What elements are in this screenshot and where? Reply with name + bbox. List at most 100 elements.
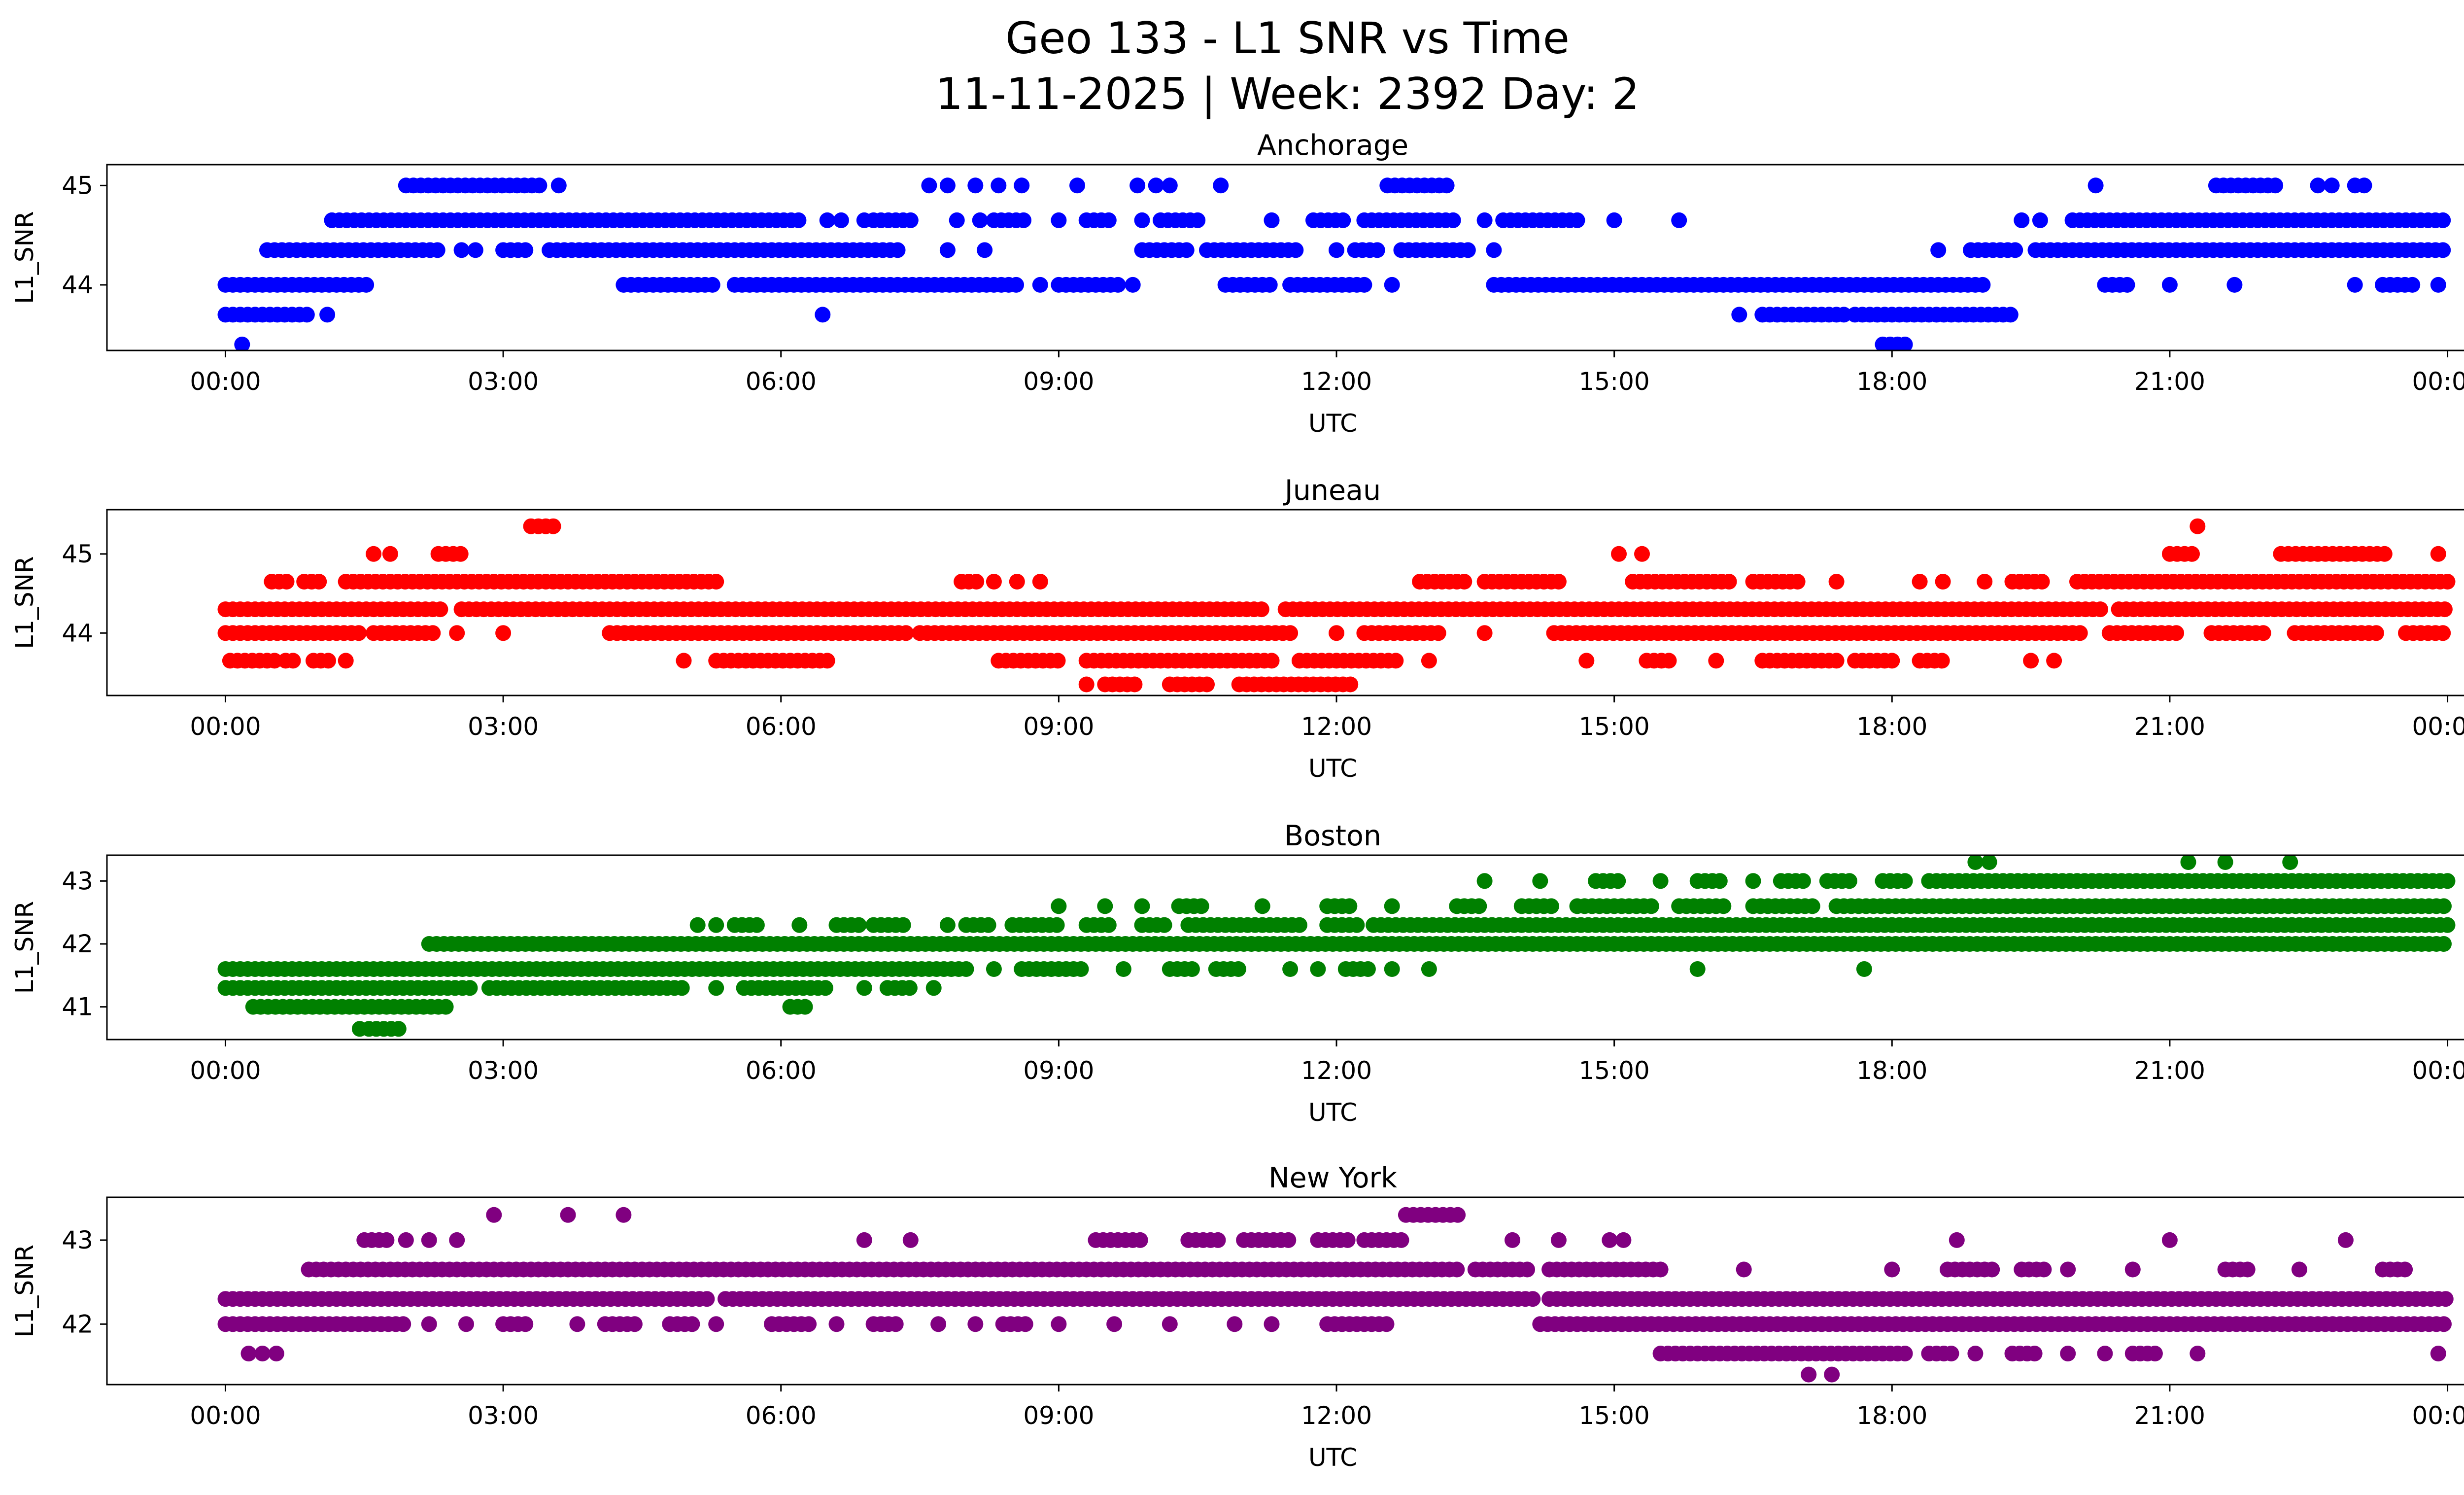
y-axis-label-anchorage: L1_SNR [10, 211, 39, 304]
scatter-point [1828, 653, 1845, 669]
scatter-point [495, 625, 512, 641]
scatter-point [2032, 212, 2048, 228]
scatter-point [749, 917, 765, 933]
x-tick-label: 21:00 [2134, 1056, 2205, 1085]
scatter-point [462, 980, 478, 996]
scatter-point [268, 1346, 284, 1361]
scatter-point [2376, 546, 2393, 562]
x-tick-label: 12:00 [1301, 367, 1372, 396]
scatter-point [1227, 1316, 1243, 1332]
scatter-point [2282, 855, 2298, 870]
scatter-point [2435, 625, 2451, 641]
scatter-point [986, 574, 1002, 590]
subplot-title-anchorage: Anchorage [1257, 129, 1408, 162]
scatter-point [1125, 277, 1141, 293]
scatter-point [2007, 242, 2023, 258]
scatter-point [708, 917, 724, 933]
scatter-point [1282, 961, 1299, 977]
x-tick-label: 15:00 [1579, 1056, 1650, 1085]
scatter-point [674, 980, 690, 996]
scatter-point [1578, 653, 1595, 669]
scatter-point [1329, 625, 1344, 641]
scatter-point [267, 653, 283, 669]
x-tick-label: 06:00 [746, 712, 817, 741]
scatter-point [991, 177, 1007, 194]
x-axis-label-juneau: UTC [1308, 754, 1357, 783]
x-tick-label: 03:00 [468, 1056, 539, 1085]
scatter-point [1073, 961, 1089, 977]
scatter-point [338, 653, 354, 669]
scatter-point [856, 1232, 872, 1248]
scatter-point [2397, 1261, 2413, 1278]
scatter-point [421, 1316, 437, 1332]
scatter-point [2436, 601, 2453, 618]
scatter-point [2119, 277, 2135, 293]
scatter-point [1384, 961, 1400, 977]
scatter-point [1611, 546, 1627, 562]
scatter-point [1643, 898, 1659, 914]
scatter-point [925, 980, 942, 996]
x-tick-label: 00:00 [190, 1056, 261, 1085]
scatter-point [1897, 873, 1913, 889]
scatter-point [2060, 1261, 2076, 1278]
subplot-title-boston: Boston [1284, 820, 1381, 852]
scatter-point [2439, 574, 2456, 590]
scatter-point [1967, 855, 1984, 870]
scatter-point [366, 546, 382, 562]
scatter-point [1264, 1316, 1280, 1332]
scatter-point [939, 242, 956, 258]
scatter-point [2097, 1346, 2113, 1361]
scatter-point [1486, 242, 1502, 258]
scatter-point [1384, 898, 1400, 914]
scatter-point [1532, 873, 1548, 889]
scatter-point [939, 177, 956, 194]
scatter-point [949, 212, 965, 228]
scatter-point [898, 625, 914, 641]
scatter-point [1230, 961, 1246, 977]
juneau-scatter-series [217, 518, 2456, 693]
scatter-point [395, 1316, 411, 1332]
scatter-point [351, 1021, 368, 1037]
scatter-point [1984, 1261, 2000, 1278]
scatter-point [888, 1316, 904, 1332]
scatter-point [1017, 1316, 1033, 1332]
scatter-point [1009, 574, 1025, 590]
scatter-point [517, 242, 534, 258]
scatter-point [1438, 177, 1455, 194]
scatter-point [1606, 212, 1622, 228]
scatter-point [1339, 1232, 1356, 1248]
x-tick-label: 03:00 [468, 367, 539, 396]
x-tick-label: 15:00 [1579, 367, 1650, 396]
scatter-point [319, 307, 336, 323]
scatter-point [1949, 1232, 1965, 1248]
scatter-point [1335, 212, 1351, 228]
figure-title: Geo 133 - L1 SNR vs Time [1005, 13, 1570, 64]
scatter-point [2430, 1346, 2446, 1361]
scatter-point [432, 601, 448, 618]
scatter-point [1897, 336, 1913, 350]
scatter-point [972, 212, 988, 228]
scatter-point [819, 653, 835, 669]
x-tick-label: 00:00 [2412, 712, 2464, 741]
scatter-point [1421, 961, 1437, 977]
x-tick-label: 00:00 [190, 367, 261, 396]
y-axis-label-juneau: L1_SNR [10, 556, 39, 649]
scatter-point [1804, 898, 1820, 914]
scatter-point [2437, 1291, 2454, 1307]
scatter-point [2184, 546, 2200, 562]
scatter-point [1051, 898, 1067, 914]
scatter-point [2239, 1261, 2256, 1278]
x-tick-label: 00:00 [190, 1401, 261, 1430]
scatter-point [1460, 242, 1476, 258]
scatter-point [958, 961, 974, 977]
scatter-point [902, 212, 919, 228]
scatter-point [1671, 212, 1687, 228]
scatter-point [2436, 898, 2452, 914]
scatter-point [390, 1021, 407, 1037]
scatter-point [1634, 546, 1650, 562]
scatter-point [1708, 653, 1724, 669]
scatter-point [2092, 601, 2108, 618]
scatter-point [1736, 1261, 1752, 1278]
scatter-point [1445, 212, 1461, 228]
